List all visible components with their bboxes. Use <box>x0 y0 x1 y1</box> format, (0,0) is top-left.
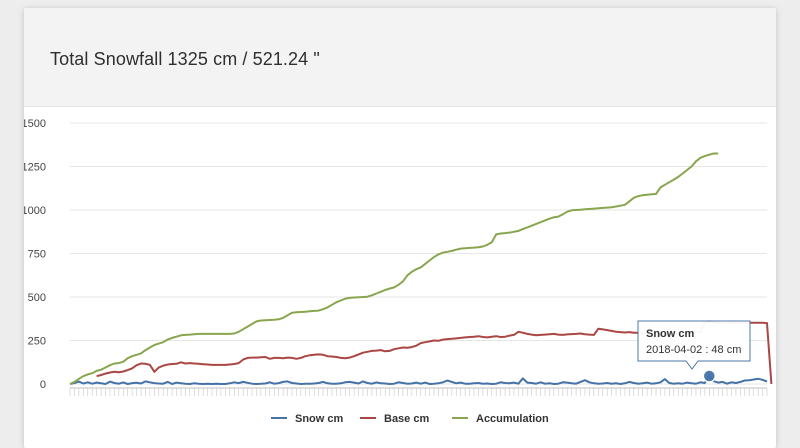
card-header: Total Snowfall 1325 cm / 521.24 " <box>24 8 776 107</box>
tooltip-series-label: Snow cm <box>646 328 695 340</box>
highlight-point[interactable] <box>703 370 715 382</box>
snowfall-card: Total Snowfall 1325 cm / 521.24 " 0 250 50… <box>24 8 776 448</box>
legend-item-snow-cm[interactable]: Snow cm <box>295 413 344 425</box>
chart-area: 0 250 500 750 1000 1250 1500 Snow cm 2018-04-02 … <box>24 106 776 448</box>
y-tick-label: 1500 <box>24 118 46 130</box>
y-tick-label: 500 <box>28 292 46 304</box>
snowfall-line-chart: 0 250 500 750 1000 1250 1500 Snow cm 2018-04-02 … <box>24 106 776 448</box>
y-tick-label: 1250 <box>24 162 46 174</box>
y-tick-label: 250 <box>28 336 46 348</box>
legend-item-accumulation[interactable]: Accumulation <box>476 413 549 425</box>
y-tick-label: 0 <box>40 379 46 391</box>
y-tick-label: 750 <box>28 249 46 261</box>
tooltip-value-label: 2018-04-02 : 48 cm <box>646 344 741 356</box>
y-tick-label: 1000 <box>24 205 46 217</box>
series-line-snow-cm[interactable] <box>70 376 767 384</box>
legend-item-base-cm[interactable]: Base cm <box>384 413 429 425</box>
page-title: Total Snowfall 1325 cm / 521.24 " <box>50 49 320 70</box>
